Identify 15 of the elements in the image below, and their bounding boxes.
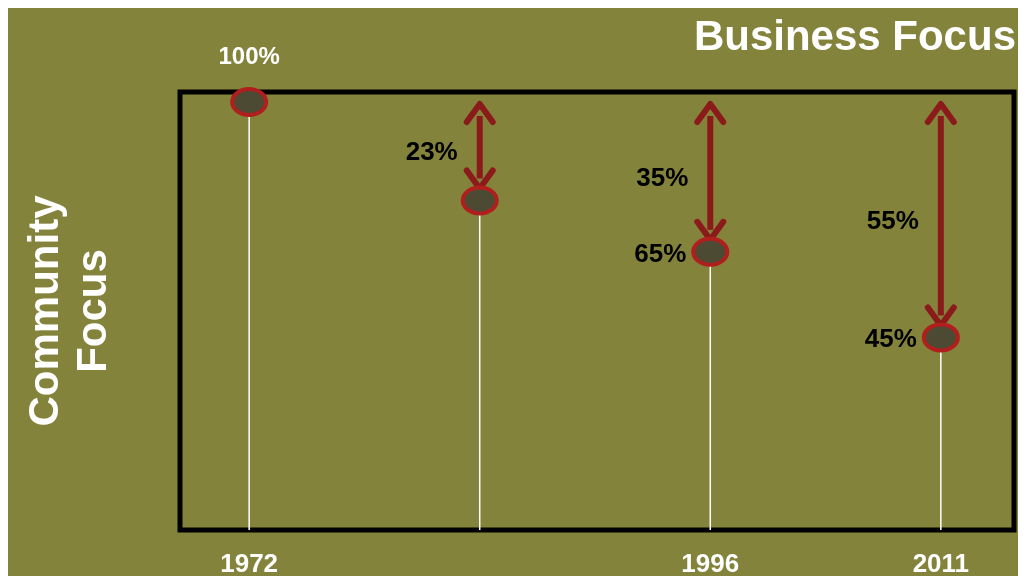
data-label: 65% <box>634 237 687 268</box>
annotation: 23% <box>405 136 458 167</box>
point <box>691 236 730 267</box>
point <box>230 87 269 117</box>
annotation: 35% <box>636 161 689 192</box>
y-axis-title: Community Focus <box>20 194 115 427</box>
point <box>460 185 499 216</box>
point <box>921 322 960 353</box>
x-tick-label: 1996 <box>681 548 740 578</box>
data-label: 100% <box>218 42 280 69</box>
chart-title: Business Focus <box>693 12 1016 59</box>
annotation: 55% <box>866 204 919 235</box>
x-tick-label: 1972 <box>220 548 279 578</box>
data-label: 45% <box>864 323 917 354</box>
x-tick-label: 2011 <box>912 548 970 578</box>
